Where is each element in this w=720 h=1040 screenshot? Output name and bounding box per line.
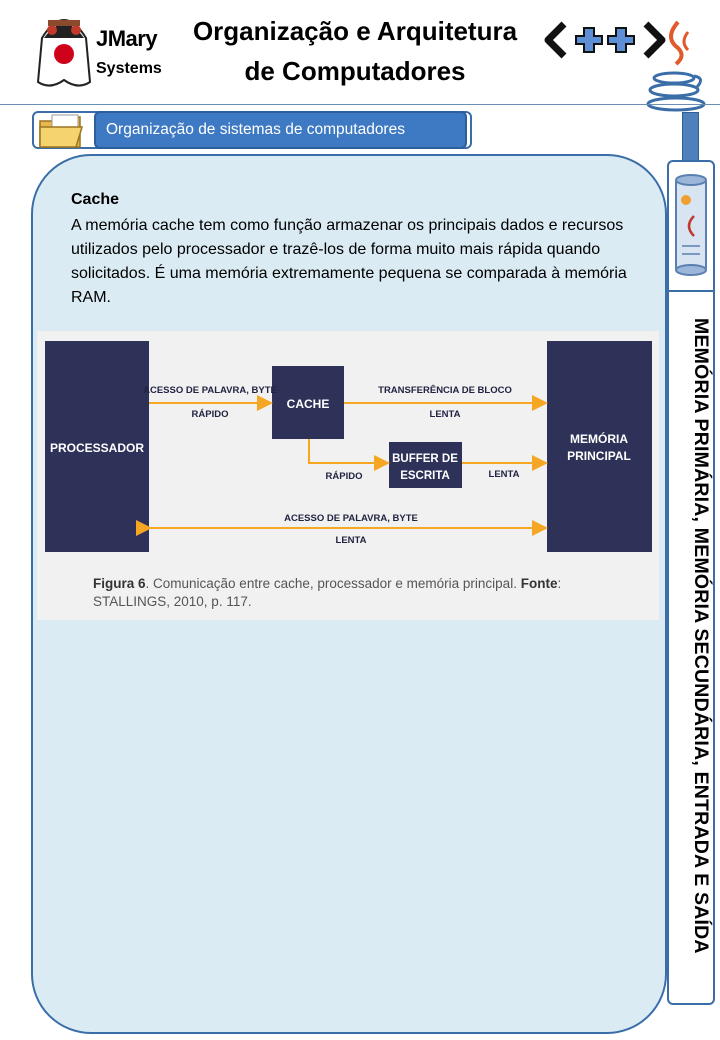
memory-label-line-2: PRINCIPAL [567, 449, 631, 463]
processor-box [45, 341, 149, 552]
arrow-label-cache-buffer: RÁPIDO [326, 471, 363, 482]
section-tab[interactable] [94, 111, 467, 149]
memory-label-line-1: MEMÓRIA [570, 431, 628, 446]
arrow-label-proc-cache-bottom: RÁPIDO [192, 409, 229, 420]
arrow-label-cache-mem-top: TRANSFERÊNCIA DE BLOCO [378, 384, 512, 396]
sidebar-divider [667, 290, 715, 292]
brand-subtitle: Systems [96, 60, 162, 77]
sidebar-connector [682, 112, 699, 164]
caption-source-label: Fonte [520, 576, 558, 591]
chapter-sidebar [667, 160, 715, 1005]
document-scroll-icon [675, 174, 707, 276]
caption-source-text: : STALLINGS, 2010, p. 117. [93, 576, 562, 609]
buffer-label-line-1: BUFFER DE [392, 453, 458, 465]
arrow-cache-to-buffer [308, 439, 390, 471]
java-coffee-icon [646, 20, 706, 112]
processor-label: PROCESSADOR [50, 441, 144, 455]
figure-caption: Figura 6. Comunicação entre cache, proce… [93, 575, 633, 611]
cache-communication-diagram: PROCESSADOR CACHE BUFFER DE ESCRITA MEMÓ… [45, 341, 652, 552]
folder-icon [39, 114, 84, 148]
caption-text: . Comunicação entre cache, processador e… [145, 576, 521, 591]
page-title-line-2: de Computadores [244, 56, 466, 86]
arrow-label-proc-mem-bottom: LENTA [336, 535, 367, 546]
buffer-label-line-2: ESCRITA [400, 470, 450, 482]
chapter-title-vertical: MEMÓRIA PRIMÁRIA, MEMÓRIA SECUNDÁRIA, EN… [690, 318, 712, 954]
write-buffer-box [389, 442, 462, 488]
cache-label: CACHE [287, 397, 330, 411]
arrow-label-buffer-mem: LENTA [489, 469, 520, 480]
arrow-label-proc-cache-top: ACESSO DE PALAVRA, BYTE [143, 385, 277, 396]
section-title: Organização de sistemas de computadores [106, 121, 405, 138]
cache-box [272, 366, 344, 439]
arrow-label-cache-mem-bottom: LENTA [430, 409, 461, 420]
page-title-line-1: Organização e Arquitetura [192, 16, 518, 46]
content-heading: Cache [71, 191, 120, 208]
brand-name: JMary [96, 26, 158, 51]
caption-label: Figura 6 [93, 576, 146, 591]
header-divider [0, 104, 720, 105]
jmary-mascot-logo [36, 19, 92, 87]
arrow-label-proc-mem-top: ACESSO DE PALAVRA, BYTE [284, 513, 418, 524]
main-memory-box [547, 341, 652, 552]
content-paragraph: A memória cache tem como função armazena… [71, 217, 627, 306]
cpp-logo-icon [544, 21, 666, 59]
